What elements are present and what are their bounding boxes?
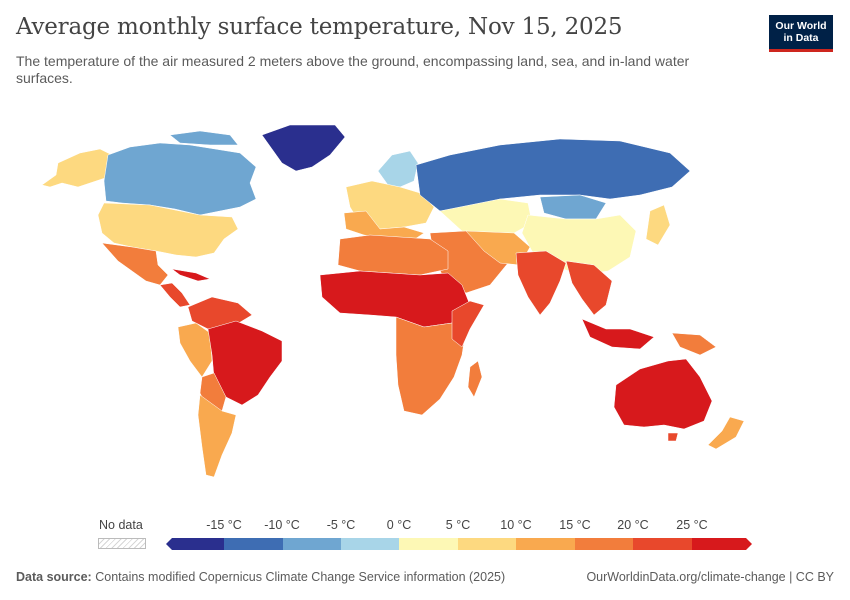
legend-bin[interactable] bbox=[224, 538, 283, 550]
region-india[interactable] bbox=[515, 250, 567, 316]
region-tasmania[interactable] bbox=[667, 432, 679, 442]
owid-logo[interactable]: Our World in Data bbox=[769, 15, 833, 52]
legend-tick-label: -15 °C bbox=[206, 518, 242, 532]
legend-bin[interactable] bbox=[458, 538, 516, 550]
data-source-text[interactable]: Contains modified Copernicus Climate Cha… bbox=[95, 570, 506, 584]
region-australia[interactable] bbox=[613, 358, 713, 430]
legend-tick-label: -10 °C bbox=[264, 518, 300, 532]
region-indonesia[interactable] bbox=[581, 318, 655, 350]
legend-bin[interactable] bbox=[692, 538, 752, 550]
region-argentina[interactable] bbox=[197, 394, 237, 478]
region-central-america[interactable] bbox=[159, 282, 191, 308]
region-mexico[interactable] bbox=[101, 242, 169, 286]
region-mongolia[interactable] bbox=[539, 194, 607, 220]
region-new-guinea[interactable] bbox=[671, 332, 717, 356]
legend-bin[interactable] bbox=[341, 538, 399, 550]
region-east-africa[interactable] bbox=[451, 300, 485, 348]
chart-title: Average monthly surface temperature, Nov… bbox=[16, 14, 623, 40]
logo-line-1: Our World bbox=[775, 20, 827, 32]
region-canada-arctic[interactable] bbox=[169, 130, 239, 146]
legend-bin[interactable] bbox=[399, 538, 458, 550]
region-alaska[interactable] bbox=[41, 148, 113, 188]
region-japan[interactable] bbox=[645, 204, 671, 246]
legend-bin[interactable] bbox=[283, 538, 341, 550]
no-data-label: No data bbox=[99, 518, 143, 532]
chart-subtitle: The temperature of the air measured 2 me… bbox=[16, 53, 690, 86]
legend-tick-label: 10 °C bbox=[500, 518, 532, 532]
data-source: Data source: Contains modified Copernicu… bbox=[16, 570, 505, 584]
legend-tick-label: -5 °C bbox=[326, 518, 356, 532]
region-southeast-asia[interactable] bbox=[565, 260, 613, 316]
legend-tick-label: 25 °C bbox=[676, 518, 708, 532]
region-sahel[interactable] bbox=[319, 270, 471, 328]
region-peru[interactable] bbox=[177, 322, 213, 378]
color-legend: No data -15 °C -10 °C -5 °C 0 °C 5 °C 10… bbox=[0, 510, 850, 555]
world-map[interactable] bbox=[0, 115, 850, 510]
region-caribbean[interactable] bbox=[171, 268, 211, 282]
legend-tick-label: 15 °C bbox=[559, 518, 591, 532]
no-data-swatch bbox=[98, 538, 146, 549]
legend-tick-label: 5 °C bbox=[445, 518, 471, 532]
legend-bin[interactable] bbox=[575, 538, 633, 550]
region-southern-europe[interactable] bbox=[343, 210, 425, 242]
region-canada[interactable] bbox=[103, 142, 257, 216]
legend-bin[interactable] bbox=[166, 538, 224, 550]
legend-bin[interactable] bbox=[516, 538, 575, 550]
legend-bin[interactable] bbox=[633, 538, 692, 550]
region-greenland[interactable] bbox=[261, 124, 346, 172]
region-north-africa[interactable] bbox=[337, 234, 449, 276]
region-new-zealand[interactable] bbox=[707, 416, 745, 450]
data-source-label: Data source: bbox=[16, 570, 92, 584]
region-southern-africa[interactable] bbox=[395, 316, 467, 416]
region-usa[interactable] bbox=[97, 202, 239, 258]
region-scandinavia[interactable] bbox=[377, 150, 419, 188]
legend-color-bar bbox=[166, 538, 752, 550]
logo-line-2: in Data bbox=[783, 32, 819, 44]
footer-link[interactable]: OurWorldinData.org/climate-change | CC B… bbox=[586, 570, 834, 584]
region-madagascar[interactable] bbox=[467, 360, 483, 398]
legend-tick-label: 20 °C bbox=[617, 518, 649, 532]
legend-tick-label: 0 °C bbox=[386, 518, 412, 532]
